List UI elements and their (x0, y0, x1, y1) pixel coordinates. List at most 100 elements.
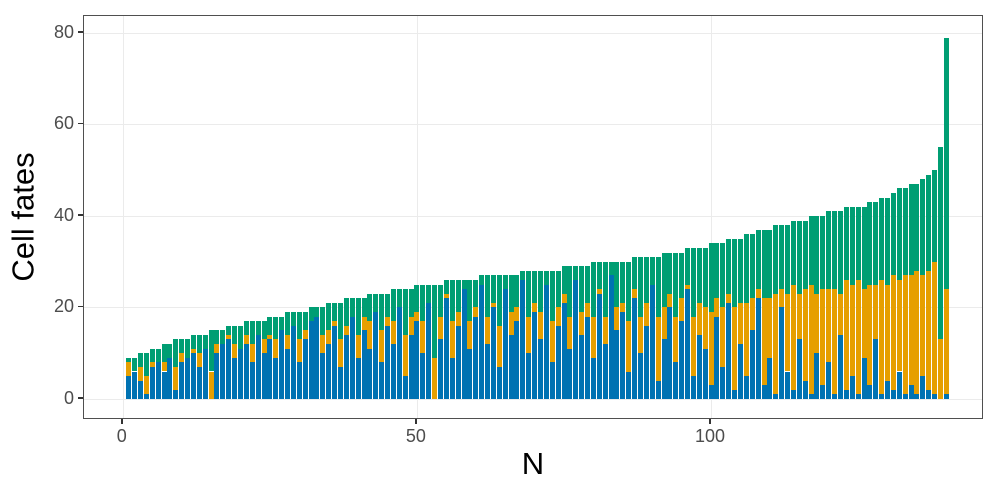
bar-28-segment-fate-blue (285, 348, 291, 399)
x-tick-label-50: 50 (405, 426, 426, 446)
bar-131-segment-fate-green (890, 193, 896, 276)
bar-134-segment-fate-green (908, 183, 914, 276)
bar-122-segment-fate-blue (837, 334, 843, 399)
bar-112-segment-fate-orange (779, 289, 785, 308)
bar-78-segment-fate-orange (579, 312, 585, 335)
bar-56-segment-fate-green (449, 279, 455, 322)
bar-67-segment-fate-blue (514, 321, 520, 399)
bar-60-segment-fate-blue (473, 316, 479, 399)
bar-43-segment-fate-green (373, 293, 379, 313)
bar-20-segment-fate-blue (237, 348, 243, 399)
bar-62-segment-fate-blue (485, 344, 491, 399)
bar-117-segment-fate-green (808, 215, 814, 285)
bar-138-segment-fate-blue (932, 394, 938, 399)
bar-140-segment-fate-blue (943, 394, 949, 399)
bar-26-segment-fate-blue (273, 357, 279, 399)
y-tick-label-60: 60 (53, 113, 74, 134)
y-tick-mark-40 (78, 214, 83, 216)
bar-133-segment-fate-green (902, 188, 908, 276)
bar-40-segment-fate-blue (355, 357, 361, 399)
bar-97-segment-fate-orange (690, 316, 696, 377)
bar-118-segment-fate-orange (814, 293, 820, 354)
bar-75-segment-fate-green (561, 266, 567, 294)
bar-57-segment-fate-blue (455, 325, 461, 399)
bar-115-segment-fate-orange (796, 293, 802, 340)
bar-140-segment-fate-green (943, 37, 949, 290)
bar-80-segment-fate-blue (590, 357, 596, 399)
bar-98-segment-fate-green (696, 247, 702, 303)
bar-46-segment-fate-blue (390, 344, 396, 399)
bar-15-segment-fate-green (208, 330, 214, 372)
bar-3-segment-fate-blue (137, 380, 143, 399)
bar-82-segment-fate-orange (602, 316, 608, 345)
bar-58-segment-fate-green (461, 279, 467, 290)
bar-25-segment-fate-green (267, 316, 273, 335)
bar-42-segment-fate-green (367, 293, 373, 322)
bar-126-segment-fate-orange (861, 289, 867, 358)
y-tick-label-80: 80 (53, 21, 74, 42)
bar-28-segment-fate-green (285, 312, 291, 335)
bar-115-segment-fate-blue (796, 339, 802, 399)
bar-111-segment-fate-orange (773, 293, 779, 395)
bar-52-segment-fate-green (426, 284, 432, 303)
bar-54-segment-fate-green (437, 284, 443, 317)
x-tick-mark-100 (709, 419, 711, 424)
bar-21-segment-fate-blue (243, 344, 249, 399)
gridline-x-0 (122, 16, 124, 418)
bar-119-segment-fate-green (820, 215, 826, 290)
bar-109-segment-fate-orange (761, 298, 767, 386)
bar-107-segment-fate-orange (749, 298, 755, 331)
bar-99-segment-fate-blue (702, 348, 708, 399)
bar-124-segment-fate-orange (849, 284, 855, 377)
bar-121-segment-fate-orange (832, 289, 838, 395)
bar-84-segment-fate-blue (614, 330, 620, 399)
bar-122-segment-fate-orange (837, 293, 843, 335)
bar-1-segment-fate-orange (126, 362, 132, 377)
bar-116-segment-fate-green (802, 220, 808, 290)
bar-10-segment-fate-green (179, 339, 185, 354)
bar-108-segment-fate-blue (755, 298, 761, 399)
bar-73-segment-fate-blue (549, 362, 555, 399)
bar-52-segment-fate-blue (426, 302, 432, 399)
bar-73-segment-fate-green (549, 270, 555, 322)
bar-43-segment-fate-blue (373, 312, 379, 399)
bar-48-segment-fate-blue (402, 376, 408, 399)
x-tick-label-100: 100 (695, 426, 726, 446)
bar-71-segment-fate-blue (537, 339, 543, 399)
bar-32-segment-fate-green (308, 307, 314, 322)
bar-38-segment-fate-green (343, 298, 349, 326)
bar-50-segment-fate-orange (414, 312, 420, 322)
bar-102-segment-fate-green (720, 243, 726, 308)
bar-13-segment-fate-blue (196, 366, 202, 399)
bar-100-segment-fate-orange (708, 312, 714, 386)
bar-129-segment-fate-blue (879, 394, 885, 399)
bar-4-segment-fate-blue (143, 394, 149, 399)
bar-81-segment-fate-green (596, 261, 602, 290)
bar-94-segment-fate-orange (673, 316, 679, 363)
bar-132-segment-fate-orange (896, 279, 902, 372)
bar-117-segment-fate-orange (808, 284, 814, 395)
bar-22-segment-fate-blue (249, 362, 255, 399)
bar-31-segment-fate-green (302, 312, 308, 331)
bar-99-segment-fate-orange (702, 307, 708, 349)
bar-122-segment-fate-green (837, 211, 843, 294)
bar-132-segment-fate-blue (896, 371, 902, 399)
bar-84-segment-fate-green (614, 261, 620, 308)
bar-2-segment-fate-blue (132, 371, 138, 399)
bar-87-segment-fate-orange (632, 289, 638, 299)
bar-36-segment-fate-blue (332, 325, 338, 399)
bar-95-segment-fate-green (679, 252, 685, 299)
bar-74-segment-fate-orange (555, 307, 561, 326)
bar-133-segment-fate-orange (902, 275, 908, 395)
bar-54-segment-fate-blue (437, 339, 443, 399)
bar-1-segment-fate-blue (126, 376, 132, 399)
bar-113-segment-fate-green (785, 225, 791, 294)
bar-29-segment-fate-blue (290, 325, 296, 399)
bar-22-segment-fate-green (249, 321, 255, 345)
bar-33-segment-fate-green (314, 307, 320, 317)
bar-90-segment-fate-green (649, 257, 655, 285)
bar-56-segment-fate-blue (449, 357, 455, 399)
bar-22-segment-fate-orange (249, 344, 255, 363)
bar-66-segment-fate-green (508, 275, 514, 312)
